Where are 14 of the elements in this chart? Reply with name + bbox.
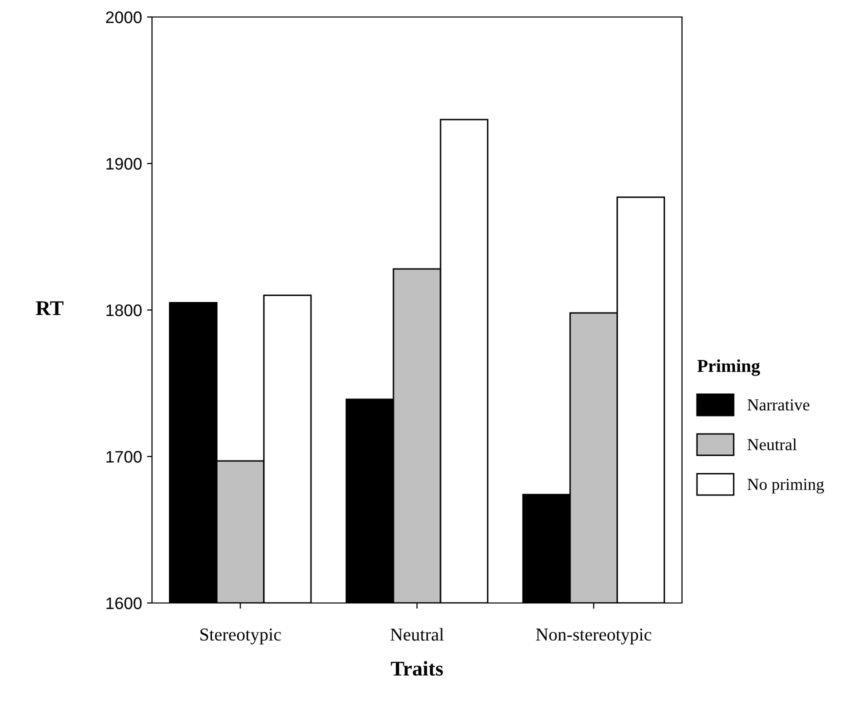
x-tick-label: Stereotypic xyxy=(200,628,281,644)
y-tick-label: 1900 xyxy=(106,158,142,170)
legend-label: No priming xyxy=(747,478,824,494)
y-tick-label: 1800 xyxy=(106,304,142,316)
legend-label: Narrative xyxy=(747,399,810,410)
y-tick-label: 2000 xyxy=(106,11,142,24)
y-axis-title: RT xyxy=(36,301,64,316)
legend-title: Priming xyxy=(697,359,760,376)
x-tick-label: Neutral xyxy=(390,628,444,641)
legend-label: Neutral xyxy=(747,438,797,450)
y-tick-label: 1700 xyxy=(106,450,142,463)
x-axis-title: Traits xyxy=(390,661,443,676)
x-tick-label: Non-stereotypic xyxy=(536,628,652,644)
y-tick-label: 1600 xyxy=(106,597,142,610)
